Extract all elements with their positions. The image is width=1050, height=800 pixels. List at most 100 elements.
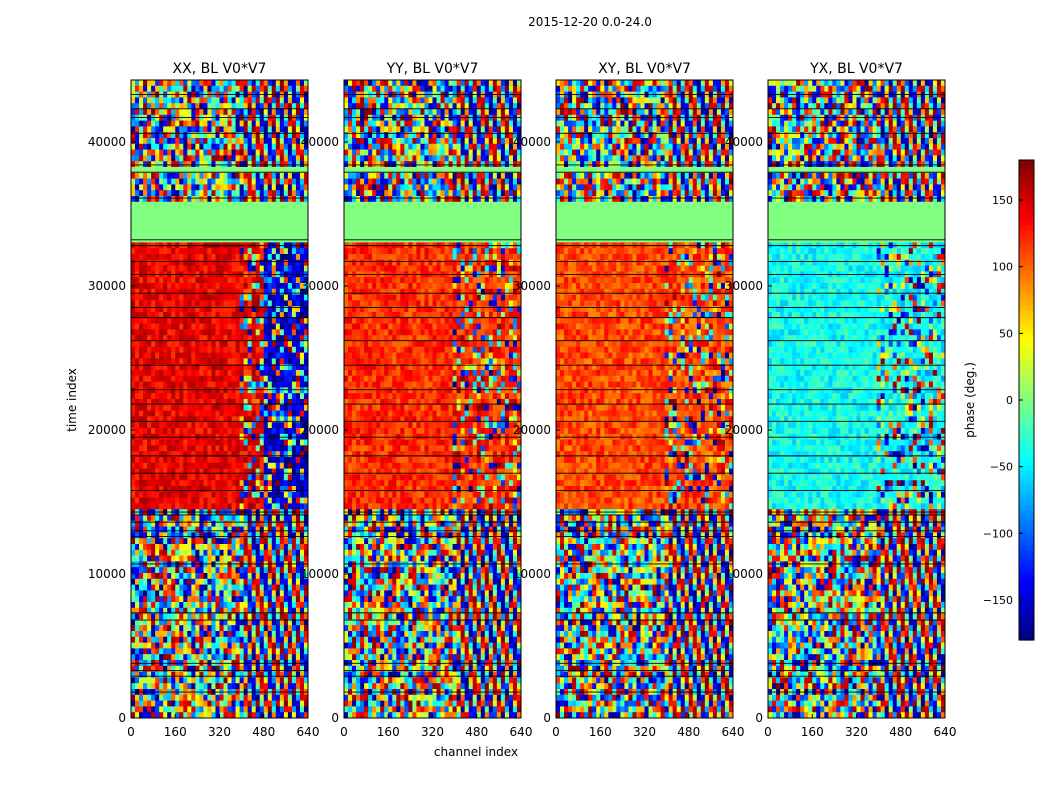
- y-tick-label: 0: [755, 711, 763, 725]
- colorbar-tick-label: −50: [990, 461, 1013, 474]
- colorbar-step: [1019, 625, 1034, 631]
- x-tick-label: 640: [934, 725, 957, 739]
- colorbar-step: [1019, 445, 1034, 451]
- colorbar-step: [1019, 200, 1034, 206]
- x-axis-label: channel index: [434, 745, 518, 759]
- colorbar-step: [1019, 390, 1034, 396]
- colorbar-step: [1019, 355, 1034, 361]
- panel-title: YX, BL V0*V7: [809, 61, 903, 77]
- colorbar-step: [1019, 330, 1034, 336]
- colorbar-step: [1019, 480, 1034, 486]
- heatmap-image: [556, 80, 733, 718]
- colorbar-step: [1019, 615, 1034, 621]
- x-tick-label: 640: [510, 725, 533, 739]
- colorbar-step: [1019, 310, 1034, 316]
- colorbar-step: [1019, 375, 1034, 381]
- colorbar-step: [1019, 460, 1034, 466]
- y-tick-label: 0: [331, 711, 339, 725]
- colorbar-step: [1019, 295, 1034, 301]
- colorbar-step: [1019, 380, 1034, 386]
- colorbar-step: [1019, 215, 1034, 221]
- x-tick-label: 480: [889, 725, 912, 739]
- figure-title: 2015-12-20 0.0-24.0: [528, 15, 652, 29]
- colorbar-step: [1019, 475, 1034, 481]
- y-axis-label: time index: [65, 368, 79, 432]
- y-tick-label: 40000: [513, 135, 551, 149]
- y-tick-label: 30000: [301, 279, 339, 293]
- colorbar-step: [1019, 410, 1034, 416]
- y-tick-label: 0: [543, 711, 551, 725]
- y-tick-label: 30000: [88, 279, 126, 293]
- colorbar-step: [1019, 185, 1034, 191]
- colorbar-step: [1019, 435, 1034, 441]
- x-tick-label: 640: [722, 725, 745, 739]
- colorbar-step: [1019, 455, 1034, 461]
- colorbar-step: [1019, 400, 1034, 406]
- panel-0: XX, BL V0*V7 0 160 320 480 640 0 10000 20000 3000…: [88, 61, 320, 739]
- colorbar-step: [1019, 315, 1034, 321]
- panel-title: XX, BL V0*V7: [173, 61, 267, 77]
- panel-1: YY, BL V0*V7 0 160 320 480 640 0 10000 20000 3000…: [301, 61, 533, 739]
- x-tick-label: 160: [164, 725, 187, 739]
- colorbar-step: [1019, 560, 1034, 566]
- heatmap-image: [768, 80, 945, 718]
- colorbar-step: [1019, 260, 1034, 266]
- y-tick-label: 30000: [513, 279, 551, 293]
- colorbar-step: [1019, 630, 1034, 636]
- colorbar-step: [1019, 405, 1034, 411]
- heatmap-image: [344, 80, 521, 718]
- colorbar-step: [1019, 350, 1034, 356]
- colorbar-step: [1019, 570, 1034, 576]
- x-tick-label: 0: [340, 725, 348, 739]
- colorbar-step: [1019, 605, 1034, 611]
- colorbar-step: [1019, 245, 1034, 251]
- colorbar-step: [1019, 210, 1034, 216]
- y-tick-label: 20000: [513, 423, 551, 437]
- x-tick-label: 480: [252, 725, 275, 739]
- colorbar-step: [1019, 470, 1034, 476]
- x-tick-label: 320: [845, 725, 868, 739]
- colorbar-step: [1019, 465, 1034, 471]
- y-tick-label: 40000: [88, 135, 126, 149]
- colorbar-tick-label: 100: [992, 261, 1013, 274]
- colorbar-step: [1019, 635, 1034, 641]
- heatmap-image: [131, 80, 308, 718]
- x-tick-label: 160: [589, 725, 612, 739]
- colorbar-tick-label: −150: [983, 594, 1013, 607]
- colorbar-tick-label: 0: [1006, 394, 1013, 407]
- colorbar-step: [1019, 610, 1034, 616]
- colorbar-step: [1019, 170, 1034, 176]
- colorbar-step: [1019, 600, 1034, 606]
- y-tick-label: 20000: [725, 423, 763, 437]
- y-tick-label: 40000: [301, 135, 339, 149]
- y-tick-label: 40000: [725, 135, 763, 149]
- colorbar-step: [1019, 190, 1034, 196]
- x-tick-label: 0: [764, 725, 772, 739]
- colorbar-step: [1019, 180, 1034, 186]
- y-tick-label: 10000: [513, 567, 551, 581]
- colorbar-step: [1019, 540, 1034, 546]
- colorbar-step: [1019, 320, 1034, 326]
- colorbar-step: [1019, 495, 1034, 501]
- colorbar-step: [1019, 515, 1034, 521]
- colorbar-step: [1019, 250, 1034, 256]
- colorbar-step: [1019, 395, 1034, 401]
- colorbar-step: [1019, 450, 1034, 456]
- heatmap-panels: XX, BL V0*V7 0 160 320 480 640 0 10000 20000 3000…: [88, 61, 957, 739]
- colorbar-step: [1019, 175, 1034, 181]
- x-tick-label: 480: [465, 725, 488, 739]
- colorbar-step: [1019, 580, 1034, 586]
- colorbar-step: [1019, 425, 1034, 431]
- colorbar-step: [1019, 490, 1034, 496]
- colorbar-step: [1019, 510, 1034, 516]
- colorbar-step: [1019, 165, 1034, 171]
- colorbar-step: [1019, 240, 1034, 246]
- colorbar-label: phase (deg.): [963, 362, 977, 438]
- colorbar-step: [1019, 345, 1034, 351]
- colorbar-step: [1019, 385, 1034, 391]
- colorbar-step: [1019, 590, 1034, 596]
- y-tick-label: 20000: [88, 423, 126, 437]
- colorbar-step: [1019, 235, 1034, 241]
- x-tick-label: 640: [297, 725, 320, 739]
